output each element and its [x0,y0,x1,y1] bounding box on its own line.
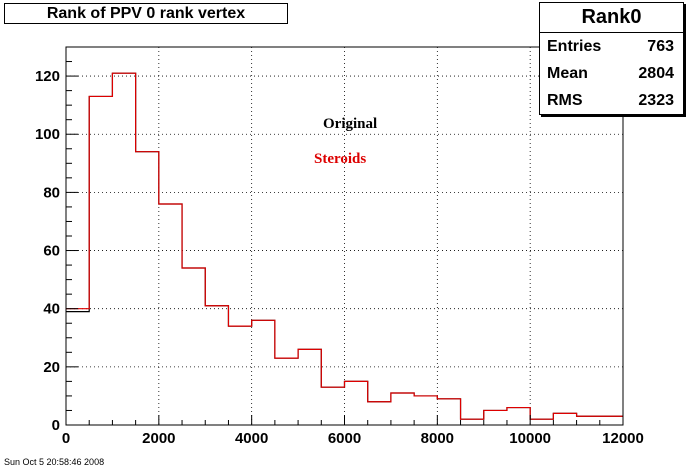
series-steroids [66,72,623,420]
legend-steroids: Steroids [314,151,367,167]
axes: 0 2000 4000 6000 8000 10000 12000 0 20 40 60 80 100 1… [35,46,644,447]
stats-value: 2804 [638,64,674,82]
series-layer [66,72,623,420]
chart-title: Rank of PPV 0 rank vertex [4,3,288,24]
stats-label: Mean [547,64,588,82]
stats-row-entries: Entries 763 [540,33,683,60]
y-tick-label: 80 [43,184,60,201]
timestamp-footer: Sun Oct 5 20:58:46 2008 [4,457,105,467]
y-tick-label: 40 [43,301,60,318]
stats-value: 2323 [638,91,674,109]
stats-value: 763 [647,37,674,55]
x-tick-label: 12000 [602,430,644,447]
x-tick-label: 10000 [509,430,551,447]
legend-original: Original [323,116,378,132]
x-tick-label: 2000 [142,430,175,447]
x-tick-label: 8000 [421,430,454,447]
y-tick-label: 120 [35,68,60,85]
y-tick-label: 0 [52,417,60,434]
y-tick-label: 100 [35,126,60,143]
stats-label: Entries [547,37,602,55]
x-tick-label: 4000 [235,430,268,447]
stats-row-mean: Mean 2804 [540,60,683,87]
stats-title: Rank0 [540,3,683,33]
stats-row-rms: RMS 2323 [540,87,683,114]
x-tick-label: 6000 [328,430,361,447]
stats-box: Rank0 Entries 763 Mean 2804 RMS 2323 [539,2,684,115]
x-tick-label: 0 [62,430,70,447]
y-tick-label: 20 [43,359,60,376]
stats-label: RMS [547,91,583,109]
y-tick-label: 60 [43,243,60,260]
